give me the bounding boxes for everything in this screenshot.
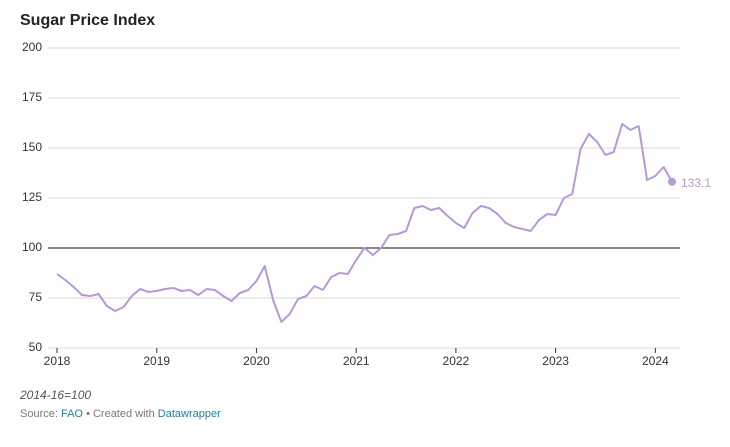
chart-title: Sugar Price Index bbox=[20, 12, 155, 29]
y-tick-label: 75 bbox=[29, 290, 43, 304]
y-tick-label: 200 bbox=[22, 40, 42, 54]
source-link[interactable]: FAO bbox=[61, 408, 83, 420]
source-prefix: Source: bbox=[20, 408, 58, 420]
y-tick-label: 50 bbox=[29, 340, 43, 354]
y-tick-label: 125 bbox=[22, 190, 42, 204]
x-tick-label: 2022 bbox=[443, 354, 470, 368]
source: Source: FAO • Created with Datawrapper bbox=[20, 408, 221, 420]
x-tick-label: 2024 bbox=[642, 354, 669, 368]
x-tick-label: 2023 bbox=[542, 354, 569, 368]
credit-link[interactable]: Datawrapper bbox=[158, 408, 221, 420]
y-tick-label: 100 bbox=[22, 240, 42, 254]
end-label: 133.1 bbox=[681, 176, 711, 190]
y-tick-label: 150 bbox=[22, 140, 42, 154]
note: 2014-16=100 bbox=[19, 388, 91, 402]
x-tick-label: 2018 bbox=[44, 354, 71, 368]
y-tick-label: 175 bbox=[22, 90, 42, 104]
source-middle: • Created with bbox=[86, 408, 155, 420]
x-tick-label: 2019 bbox=[143, 354, 170, 368]
data-line bbox=[56, 123, 673, 323]
x-tick-label: 2020 bbox=[243, 354, 270, 368]
x-tick-label: 2021 bbox=[343, 354, 370, 368]
end-point bbox=[668, 177, 676, 186]
